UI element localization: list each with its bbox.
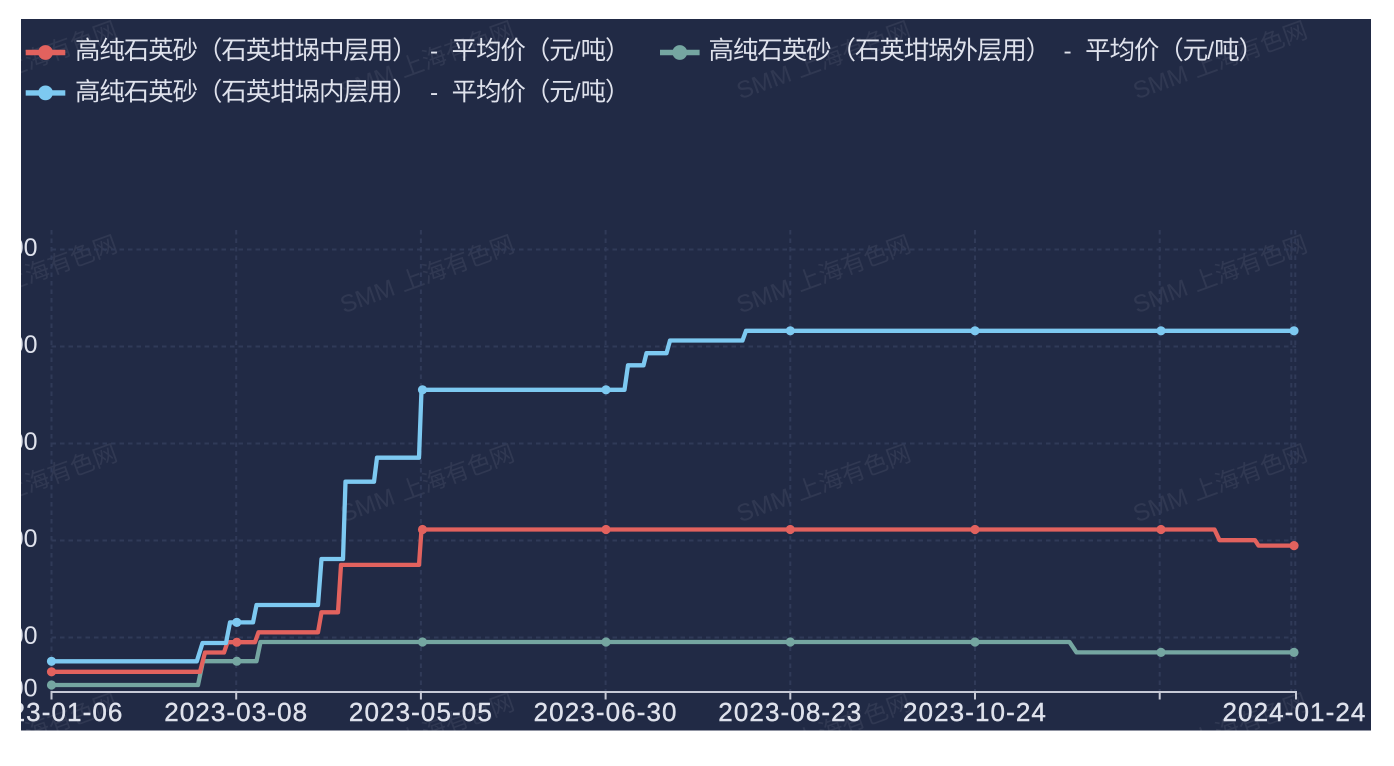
svg-text:-: - <box>1064 38 1072 65</box>
svg-text:00: 00 <box>10 622 38 650</box>
svg-text:2023-08-23: 2023-08-23 <box>718 697 862 727</box>
svg-text:2023-10-24: 2023-10-24 <box>903 697 1047 727</box>
svg-text:-: - <box>430 79 438 106</box>
svg-text:2023-01-06: 2023-01-06 <box>0 697 124 727</box>
svg-text:00: 00 <box>10 675 38 703</box>
svg-text:/: / <box>574 79 581 106</box>
svg-text:2023-06-30: 2023-06-30 <box>534 697 678 727</box>
svg-text:00: 00 <box>10 525 38 553</box>
svg-text:00: 00 <box>10 331 38 359</box>
svg-text:2023-03-08: 2023-03-08 <box>164 697 308 727</box>
svg-text:2023-05-05: 2023-05-05 <box>349 697 493 727</box>
svg-text:00: 00 <box>10 234 38 262</box>
svg-text:/: / <box>574 38 581 65</box>
svg-text:-: - <box>430 38 438 65</box>
svg-text:/: / <box>1207 38 1214 65</box>
svg-text:2024-01-24: 2024-01-24 <box>1223 697 1367 727</box>
svg-text:00: 00 <box>10 428 38 456</box>
